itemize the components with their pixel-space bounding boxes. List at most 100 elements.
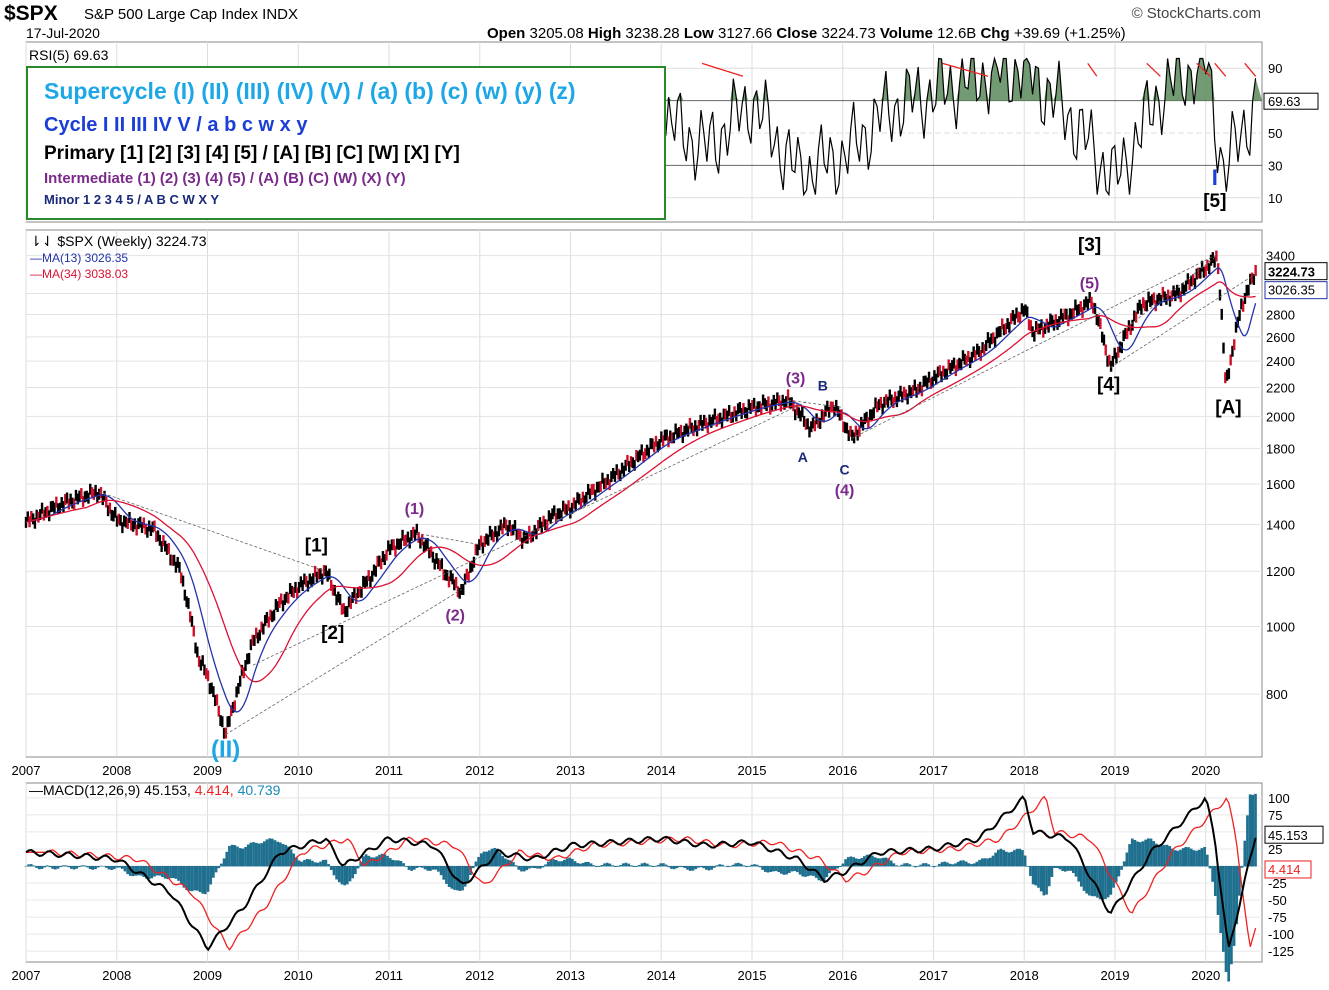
macd-hist-value: 40.739	[238, 782, 281, 798]
macd-hist-bar	[833, 865, 837, 870]
macd-hist-bar	[1117, 865, 1121, 877]
macd-hist-bar	[763, 865, 767, 872]
macd-hist-bar	[51, 865, 54, 869]
x-tick-label-price: 2013	[556, 763, 585, 778]
macd-hist-bar	[988, 857, 992, 867]
macd-hist-bar	[654, 865, 657, 867]
macd-hist-bar	[683, 865, 687, 869]
macd-tick-label: 75	[1268, 808, 1282, 823]
macd-hist-bar	[1101, 865, 1105, 900]
macd-hist-bar	[236, 846, 239, 867]
macd-hist-bar	[123, 865, 127, 872]
macd-hist-bar	[150, 865, 154, 879]
macd-hist-bar	[364, 854, 368, 867]
macd-hist-bar	[557, 861, 561, 867]
macd-hist-bar	[1160, 845, 1164, 867]
macd-hist-bar	[761, 865, 764, 870]
macd-hist-bar	[528, 865, 531, 869]
macd-hist-bar	[576, 863, 580, 867]
x-tick-label-price: 2019	[1101, 763, 1130, 778]
macd-hist-bar	[1066, 865, 1070, 871]
ma13-box	[1264, 281, 1328, 300]
macd-hist-bar	[442, 865, 446, 880]
macd-hist-bar	[461, 865, 464, 891]
macd-hist-bar	[838, 865, 842, 868]
macd-hist-bar	[1184, 846, 1188, 867]
macd-hist-bar	[147, 865, 151, 880]
macd-hist-bar	[1082, 865, 1086, 891]
rsi-value-box	[1263, 92, 1319, 110]
macd-hist-bar	[538, 865, 542, 869]
rsi-tick-label: 30	[1268, 158, 1282, 173]
macd-hist-bar	[1200, 848, 1204, 867]
macd-hist-bar	[1227, 865, 1231, 982]
wave-label: [3]	[1078, 235, 1101, 256]
macd-hist-bar	[940, 862, 944, 867]
macd-tick-label: -100	[1268, 927, 1294, 942]
macd-hist-bar	[1133, 839, 1137, 867]
macd-hist-bar	[399, 861, 403, 867]
macd-hist-bar	[887, 858, 890, 867]
macd-hist-bar	[1047, 865, 1051, 887]
macd-hist-bar	[562, 859, 566, 867]
x-tick-label-price: 2008	[102, 763, 131, 778]
price-tick-label: 1400	[1266, 518, 1295, 533]
macd-hist-bar	[871, 855, 874, 867]
macd-hist-bar	[1096, 865, 1099, 898]
price-tick-label: 1000	[1266, 619, 1295, 634]
chg-value: +39.69 (+1.25%)	[1013, 25, 1126, 42]
macd-hist-bar	[964, 861, 968, 867]
macd-hist-bar	[260, 843, 263, 867]
wave-label: (3)	[786, 370, 806, 387]
macd-hist-bar	[1074, 865, 1078, 877]
macd-hist-bar	[40, 865, 44, 869]
rsi-divergence-mark	[1087, 62, 1098, 77]
macd-hist-bar	[29, 864, 33, 867]
macd-hist-bar	[613, 865, 617, 867]
macd-hist-bar	[691, 865, 695, 871]
macd-hist-bar	[715, 865, 719, 867]
macd-hist-bar	[203, 865, 207, 895]
x-tick-label-price: 2015	[738, 763, 767, 778]
macd-hist-bar	[94, 865, 97, 870]
macd-hist-bar	[999, 848, 1003, 867]
macd-hist-bar	[351, 865, 355, 879]
macd-value-box	[1264, 825, 1324, 844]
macd-hist-bar	[335, 865, 338, 880]
macd-hist-bar	[1050, 865, 1054, 877]
macd-hist-bar	[1224, 865, 1228, 972]
macd-hist-bar	[1029, 865, 1032, 876]
macd-hist-bar	[605, 862, 609, 867]
macd-hist-bar	[418, 865, 422, 868]
x-tick-label-macd: 2020	[1191, 968, 1220, 983]
ma13-line	[25, 267, 1257, 713]
rsi-tick-label: 10	[1268, 191, 1282, 206]
macd-hist-bar	[635, 865, 639, 867]
macd-hist-bar	[624, 862, 628, 867]
macd-hist-bar	[225, 851, 229, 867]
macd-hist-bar	[769, 865, 772, 872]
macd-hist-bar	[1238, 865, 1241, 896]
macd-hist-bar	[1026, 865, 1030, 867]
macd-hist-bar	[911, 865, 914, 867]
macd-hist-bar	[281, 844, 285, 867]
macd-hist-bar	[734, 863, 738, 867]
macd-hist-bar	[1037, 865, 1040, 888]
symbol-label: $SPX	[4, 2, 58, 25]
macd-hist-bar	[846, 857, 850, 867]
x-tick-label-macd: 2009	[193, 968, 222, 983]
macd-hist-bar	[137, 865, 140, 876]
macd-hist-bar	[640, 863, 644, 867]
macd-hist-bar	[579, 863, 582, 867]
price-bars	[24, 250, 1257, 739]
macd-hist-bar	[726, 865, 730, 868]
macd-hist-bar	[222, 858, 226, 867]
x-tick-label-price: 2012	[465, 763, 494, 778]
macd-hist-bar	[755, 864, 759, 867]
macd-hist-bar	[1077, 865, 1081, 882]
macd-hist-bar	[688, 865, 692, 871]
macd-hist-bar	[721, 864, 724, 867]
macd-hist-bar	[552, 859, 555, 867]
wave-label: (II)	[211, 736, 240, 763]
macd-hist-bar	[1171, 848, 1174, 867]
